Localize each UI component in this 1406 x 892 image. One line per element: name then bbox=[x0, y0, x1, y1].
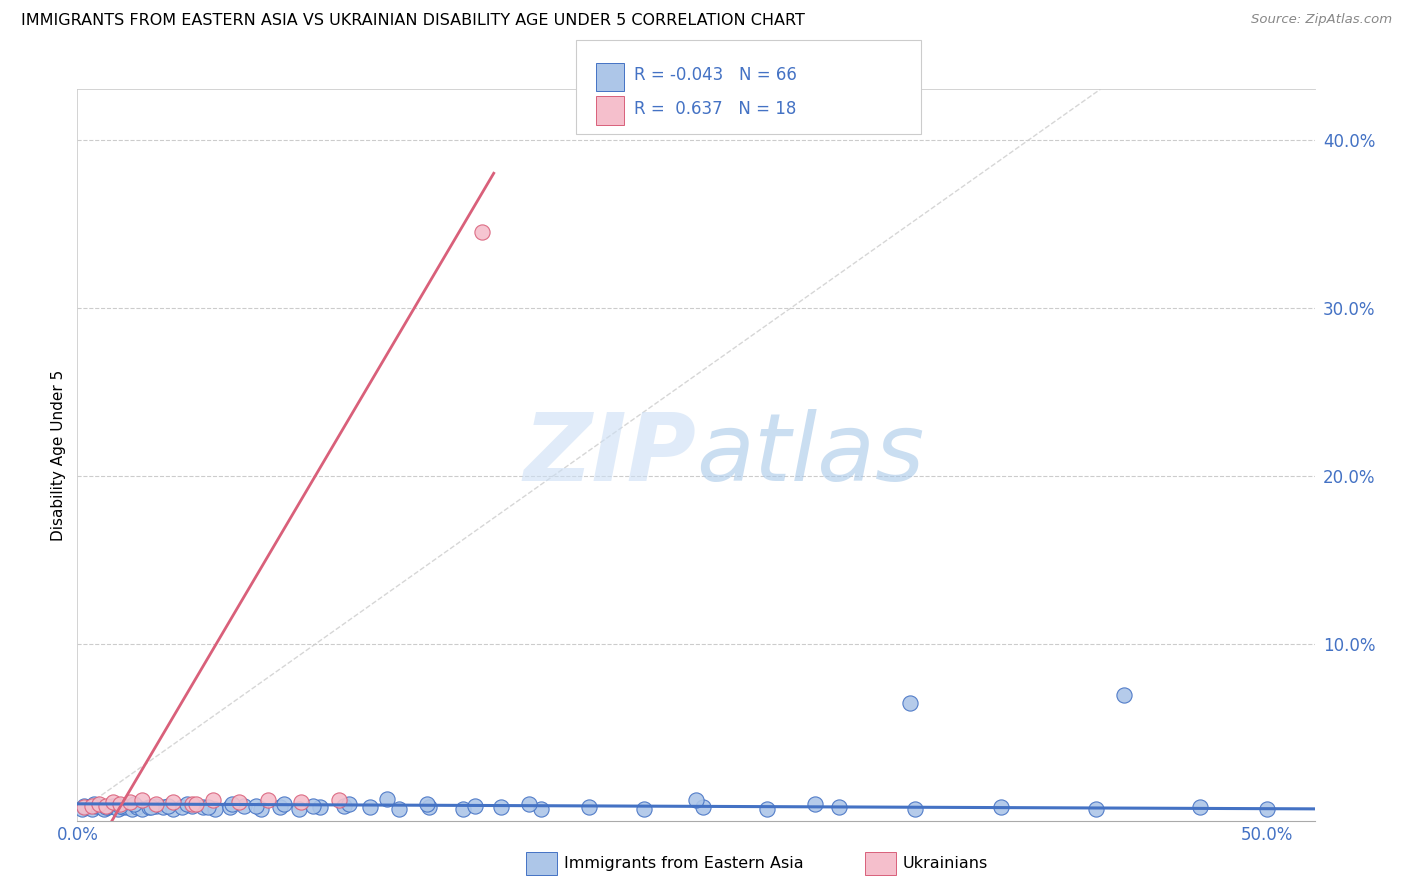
Point bbox=[530, 802, 553, 816]
Point bbox=[138, 800, 160, 814]
Point bbox=[302, 798, 325, 813]
Point bbox=[256, 793, 278, 807]
Point bbox=[489, 800, 512, 814]
Point bbox=[94, 798, 117, 813]
Point bbox=[124, 797, 146, 811]
Point bbox=[145, 798, 167, 813]
Point bbox=[218, 800, 240, 814]
Point bbox=[180, 797, 202, 811]
Point bbox=[117, 800, 139, 814]
Point bbox=[519, 797, 541, 811]
Point bbox=[193, 800, 215, 814]
Point bbox=[76, 800, 98, 814]
Point bbox=[756, 802, 779, 816]
Point bbox=[451, 802, 474, 816]
Point bbox=[121, 802, 143, 816]
Point bbox=[118, 795, 141, 809]
Point bbox=[633, 802, 655, 816]
Point bbox=[162, 802, 184, 816]
Point bbox=[73, 800, 96, 814]
Point bbox=[93, 802, 115, 816]
Point bbox=[197, 800, 219, 814]
Point bbox=[804, 797, 827, 811]
Text: R = -0.043   N = 66: R = -0.043 N = 66 bbox=[634, 66, 797, 84]
Point bbox=[86, 798, 108, 813]
Point bbox=[578, 800, 600, 814]
Point bbox=[108, 797, 131, 811]
Point bbox=[418, 800, 440, 814]
Point bbox=[249, 802, 271, 816]
Point bbox=[107, 802, 129, 816]
Point bbox=[152, 800, 174, 814]
Point bbox=[204, 802, 226, 816]
Point bbox=[1189, 800, 1212, 814]
Point bbox=[287, 802, 309, 816]
Point bbox=[328, 793, 350, 807]
Text: ZIP: ZIP bbox=[523, 409, 696, 501]
Point bbox=[898, 696, 921, 710]
Point bbox=[309, 800, 332, 814]
Point bbox=[186, 797, 208, 811]
Point bbox=[359, 800, 381, 814]
Point bbox=[80, 798, 103, 813]
Point bbox=[228, 795, 250, 809]
Text: Immigrants from Eastern Asia: Immigrants from Eastern Asia bbox=[564, 856, 803, 871]
Point bbox=[685, 793, 707, 807]
Point bbox=[176, 797, 198, 811]
Y-axis label: Disability Age Under 5: Disability Age Under 5 bbox=[51, 369, 66, 541]
Point bbox=[125, 800, 148, 814]
Point bbox=[221, 797, 243, 811]
Point bbox=[145, 797, 167, 811]
Point bbox=[333, 798, 356, 813]
Point bbox=[337, 797, 360, 811]
Text: Ukrainians: Ukrainians bbox=[903, 856, 988, 871]
Point bbox=[1084, 802, 1107, 816]
Point bbox=[131, 793, 153, 807]
Point bbox=[375, 791, 398, 805]
Point bbox=[232, 798, 254, 813]
Point bbox=[111, 800, 134, 814]
Point bbox=[97, 800, 120, 814]
Point bbox=[101, 795, 124, 809]
Point bbox=[101, 798, 124, 813]
Point bbox=[471, 225, 494, 239]
Text: atlas: atlas bbox=[696, 409, 924, 500]
Point bbox=[70, 802, 93, 816]
Point bbox=[1256, 802, 1278, 816]
Point bbox=[1114, 688, 1136, 702]
Point bbox=[692, 800, 714, 814]
Point bbox=[90, 800, 112, 814]
Point bbox=[290, 795, 312, 809]
Text: R =  0.637   N = 18: R = 0.637 N = 18 bbox=[634, 100, 796, 118]
Point bbox=[87, 797, 110, 811]
Point bbox=[80, 802, 103, 816]
Point bbox=[73, 798, 96, 813]
Point bbox=[904, 802, 927, 816]
Point bbox=[464, 798, 486, 813]
Point bbox=[139, 800, 162, 814]
Point bbox=[162, 795, 184, 809]
Point bbox=[245, 798, 267, 813]
Point bbox=[269, 800, 291, 814]
Point bbox=[170, 800, 193, 814]
Point bbox=[94, 800, 117, 814]
Point bbox=[387, 802, 409, 816]
Point bbox=[131, 802, 153, 816]
Point bbox=[828, 800, 851, 814]
Point bbox=[416, 797, 439, 811]
Text: IMMIGRANTS FROM EASTERN ASIA VS UKRAINIAN DISABILITY AGE UNDER 5 CORRELATION CHA: IMMIGRANTS FROM EASTERN ASIA VS UKRAINIA… bbox=[21, 13, 806, 29]
Point bbox=[273, 797, 295, 811]
Point bbox=[201, 793, 224, 807]
Point bbox=[108, 798, 131, 813]
Point bbox=[83, 797, 105, 811]
Point bbox=[180, 798, 202, 813]
Text: Source: ZipAtlas.com: Source: ZipAtlas.com bbox=[1251, 13, 1392, 27]
Point bbox=[990, 800, 1012, 814]
Point bbox=[156, 798, 179, 813]
